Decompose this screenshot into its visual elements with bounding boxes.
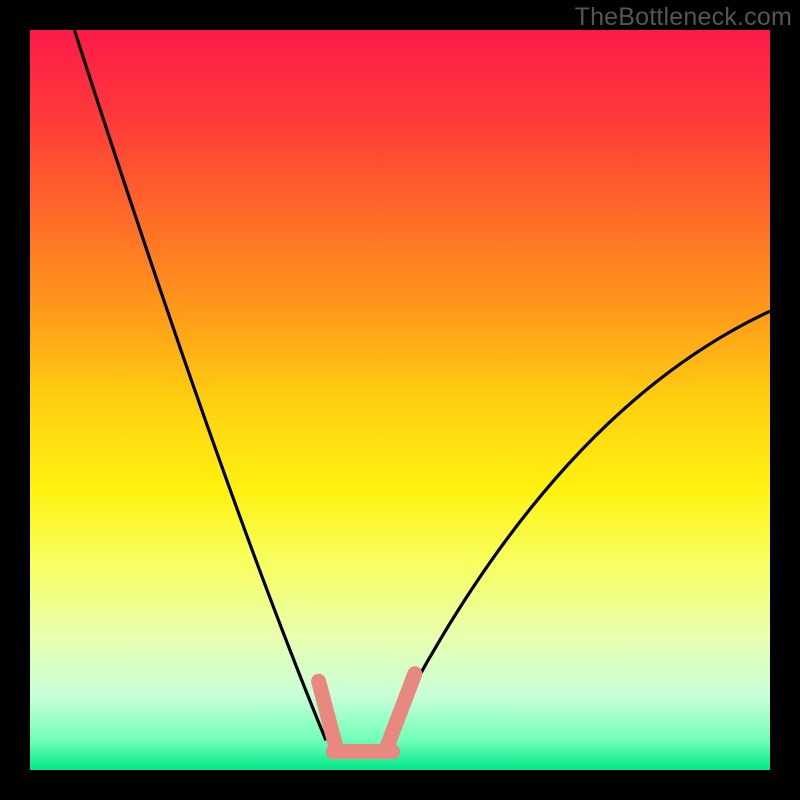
plot-background bbox=[30, 30, 770, 770]
watermark-text: TheBottleneck.com bbox=[575, 3, 792, 32]
bottleneck-chart bbox=[0, 0, 800, 800]
